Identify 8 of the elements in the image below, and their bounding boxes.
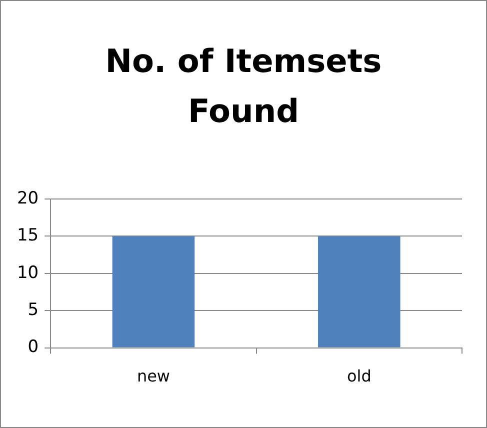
y-tick-label: 5 (28, 300, 39, 320)
y-tick-label: 15 (16, 226, 39, 246)
chart-title: No. of Itemsets Found (104, 41, 383, 132)
y-tick-label: 10 (16, 262, 39, 283)
x-tick-label: old (346, 366, 372, 386)
x-tick-label: new (136, 366, 170, 386)
y-tick-label: 20 (16, 188, 39, 208)
y-tick-label: 0 (28, 337, 39, 358)
